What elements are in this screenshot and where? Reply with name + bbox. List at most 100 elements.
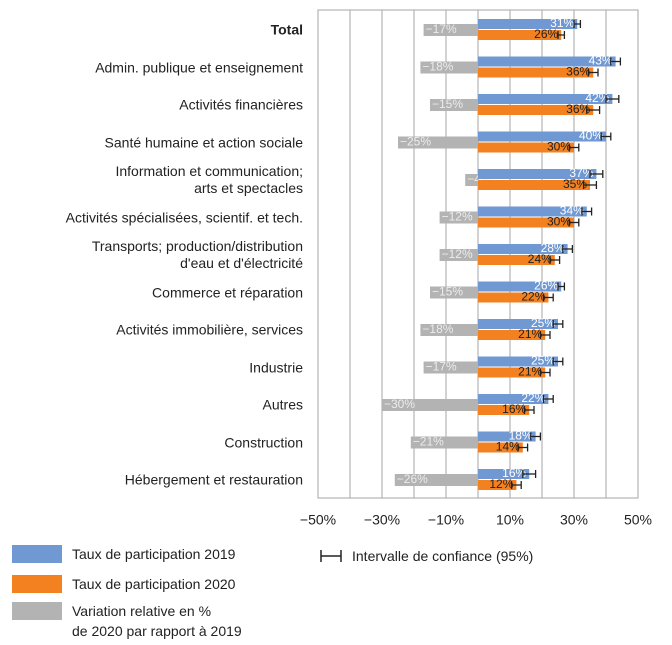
bar bbox=[398, 136, 478, 149]
value-label: −26% bbox=[397, 472, 428, 486]
bar bbox=[478, 131, 606, 142]
bar bbox=[478, 319, 558, 329]
bar bbox=[423, 24, 478, 36]
bar bbox=[478, 244, 568, 254]
bar bbox=[478, 367, 546, 378]
value-label: −21% bbox=[413, 435, 444, 449]
error-bar bbox=[523, 406, 535, 414]
error-bar bbox=[557, 282, 566, 291]
error-bar bbox=[600, 132, 612, 141]
bar bbox=[430, 286, 478, 299]
error-bar bbox=[581, 207, 593, 216]
value-label: −17% bbox=[426, 22, 457, 36]
error-bar bbox=[530, 432, 542, 441]
bar bbox=[478, 67, 594, 78]
error-bar bbox=[552, 320, 564, 328]
error-bar bbox=[542, 293, 554, 302]
value-label: 40% bbox=[579, 129, 603, 143]
legend-swatch bbox=[12, 575, 62, 593]
bar bbox=[478, 281, 562, 292]
value-label: 24% bbox=[528, 252, 552, 266]
error-bar bbox=[557, 31, 566, 39]
category-label: Total bbox=[270, 21, 303, 38]
value-label: 21% bbox=[518, 365, 542, 379]
bar bbox=[478, 405, 530, 415]
bar bbox=[382, 399, 478, 411]
value-label: 18% bbox=[509, 429, 533, 443]
category-label: Admin. publique et enseignement bbox=[95, 59, 303, 75]
error-bar bbox=[539, 331, 551, 339]
bar bbox=[478, 469, 530, 479]
bar bbox=[439, 249, 478, 261]
bar bbox=[478, 255, 555, 265]
category-label: Activités financières bbox=[179, 96, 303, 113]
value-label: −25% bbox=[400, 135, 431, 149]
value-label: 16% bbox=[502, 402, 526, 416]
error-bar bbox=[552, 357, 564, 366]
value-label: −12% bbox=[442, 210, 473, 224]
value-label: 16% bbox=[502, 466, 526, 480]
category-label: Information et communication; arts et sp… bbox=[115, 163, 303, 196]
value-label: 37% bbox=[569, 166, 593, 180]
bar bbox=[423, 361, 478, 374]
value-label: −18% bbox=[422, 60, 453, 74]
value-label: 36% bbox=[566, 102, 590, 116]
error-bar bbox=[522, 470, 537, 478]
value-label: 30% bbox=[547, 215, 571, 229]
error-bar bbox=[582, 181, 598, 189]
value-label: 26% bbox=[534, 279, 558, 293]
value-label: −15% bbox=[432, 97, 463, 111]
legend-label: Taux de participation 2020 bbox=[72, 576, 236, 592]
legend-swatch bbox=[12, 545, 62, 563]
error-bar bbox=[605, 95, 620, 103]
x-tick-label: 30% bbox=[560, 512, 588, 528]
bar bbox=[439, 211, 478, 224]
bar bbox=[478, 394, 549, 404]
value-label: −12% bbox=[442, 247, 473, 261]
category-label: Activités spécialisées, scientif. et tec… bbox=[65, 209, 303, 225]
value-label: 28% bbox=[541, 241, 565, 255]
value-label: −30% bbox=[384, 397, 415, 411]
value-label: 42% bbox=[585, 91, 609, 105]
error-bar bbox=[568, 143, 580, 152]
legend-label: Taux de participation 2019 bbox=[72, 546, 236, 562]
legend-label: Variation relative en % de 2020 par rapp… bbox=[72, 603, 242, 639]
error-bar bbox=[586, 106, 601, 114]
bar bbox=[478, 30, 562, 40]
bar bbox=[394, 474, 478, 486]
bar bbox=[478, 356, 558, 367]
bar bbox=[478, 442, 523, 453]
bar bbox=[478, 19, 578, 29]
value-label: 35% bbox=[563, 177, 587, 191]
bar bbox=[478, 169, 597, 179]
error-bar bbox=[589, 170, 604, 178]
bar bbox=[410, 436, 478, 449]
bar bbox=[420, 324, 478, 336]
value-label: 34% bbox=[560, 204, 584, 218]
bar bbox=[478, 142, 574, 153]
value-label: 30% bbox=[547, 140, 571, 154]
value-label: −18% bbox=[422, 322, 453, 336]
value-label: 25% bbox=[531, 354, 555, 368]
category-label: Commerce et réparation bbox=[152, 284, 303, 300]
bar bbox=[478, 431, 536, 442]
bar bbox=[478, 206, 587, 217]
x-tick-label: −50% bbox=[300, 512, 336, 528]
error-bar bbox=[539, 368, 551, 377]
category-label: Industrie bbox=[249, 359, 303, 375]
ci-legend-label: Intervalle de confiance (95%) bbox=[352, 548, 534, 564]
category-label: Autres bbox=[262, 396, 303, 413]
x-tick-label: 50% bbox=[624, 512, 652, 528]
plot-border bbox=[317, 9, 639, 499]
error-bar bbox=[587, 68, 599, 77]
bar bbox=[465, 174, 478, 186]
bar bbox=[478, 330, 546, 340]
error-bar bbox=[568, 218, 580, 227]
error-bar bbox=[573, 20, 582, 28]
category-label: Activités immobilière, services bbox=[116, 321, 303, 338]
value-label: 43% bbox=[589, 54, 613, 68]
bar bbox=[478, 105, 594, 115]
error-bar bbox=[610, 57, 622, 66]
